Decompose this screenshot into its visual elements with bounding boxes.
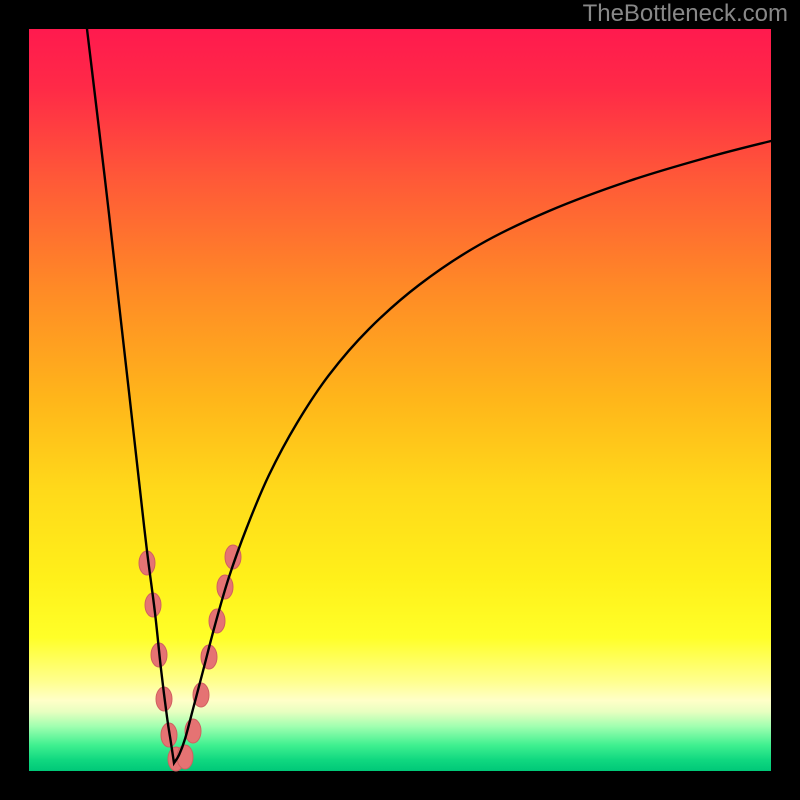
chart-canvas: TheBottleneck.com xyxy=(0,0,800,800)
watermark-text: TheBottleneck.com xyxy=(583,0,788,28)
data-marker xyxy=(177,745,193,769)
plot-area xyxy=(29,29,771,771)
markers-group xyxy=(139,545,241,771)
chart-svg xyxy=(29,29,771,771)
bottleneck-curve xyxy=(87,29,771,763)
